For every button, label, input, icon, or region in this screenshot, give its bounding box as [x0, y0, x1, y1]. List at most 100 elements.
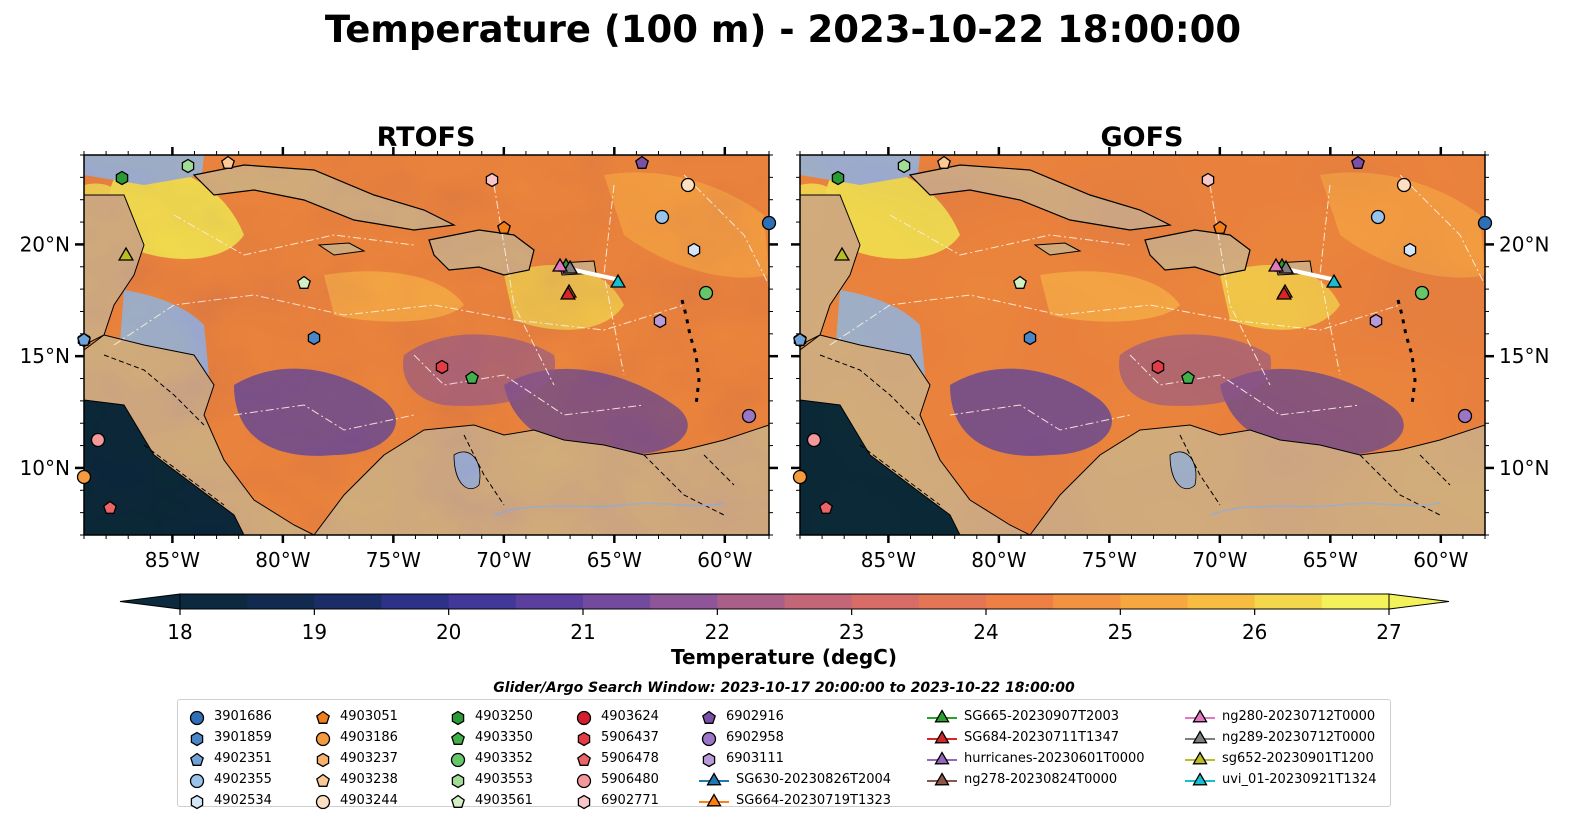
colorbar-segment: [1053, 594, 1121, 609]
legend-marker: [702, 710, 716, 724]
legend-entry: hurricanes-20230601T0000: [926, 748, 1145, 769]
legend-marker-icon: [316, 710, 330, 724]
colorbar-segment: [650, 594, 718, 609]
colorbar-segment: [986, 594, 1054, 609]
colorbar-segment: [314, 594, 382, 609]
x-tick-label: 70°W: [1192, 548, 1247, 572]
y-tick-label: 15°N: [20, 344, 70, 368]
argo-float-marker: [741, 408, 757, 424]
colorbar-segment: [1254, 594, 1323, 609]
colorbar-segment: [583, 594, 651, 609]
legend-label: SG665-20230907T2003: [964, 709, 1120, 724]
legend-label: sg652-20230901T1200: [1222, 751, 1374, 766]
legend-entry: 4903250: [447, 706, 533, 727]
legend-marker-icon: [702, 710, 716, 724]
colorbar-tick-label: 24: [973, 620, 998, 644]
x-tick-label: 60°W: [1413, 548, 1468, 572]
colorbar-segment: [1321, 594, 1390, 609]
legend-marker: [1192, 771, 1208, 785]
argo-float-marker: [485, 172, 499, 188]
glider-marker: [551, 257, 569, 272]
legend-marker: [451, 794, 465, 808]
colorbar-segment: [784, 594, 853, 609]
legend-marker-icon: [451, 773, 465, 788]
colorbar: 18 19 20 21 22 23 24 25 26 27: [119, 593, 1450, 644]
legend-entry: 4902355: [186, 769, 272, 790]
legend-marker: [315, 794, 331, 809]
legend-entry: ng289-20230712T0000: [1184, 727, 1376, 748]
panel-title-left: RTOFS: [377, 122, 476, 153]
argo-float-marker: [1013, 275, 1027, 289]
legend-marker-icon: [576, 710, 592, 725]
argo-float-marker: [819, 500, 833, 514]
legend-entry: 6902916: [698, 706, 891, 727]
argo-float-marker: [897, 158, 911, 174]
y-tick-label: 20°N: [1499, 232, 1549, 256]
colorbar-tick-label: 19: [302, 620, 327, 644]
legend-marker-icon: [1185, 708, 1215, 722]
x-tick-label: 80°W: [971, 548, 1026, 572]
colorbar-tick-label: 22: [705, 620, 730, 644]
x-tick-label: 75°W: [366, 548, 421, 572]
legend-label: 6902771: [601, 793, 659, 808]
legend-label: 6902916: [726, 709, 784, 724]
legend-marker: [1192, 750, 1208, 764]
legend-label: 4903624: [601, 709, 659, 724]
legend-entry: SG630-20230826T2004: [698, 769, 891, 790]
glider-marker: [1275, 285, 1293, 300]
y-tick-label: 15°N: [1499, 344, 1549, 368]
argo-float-marker: [1181, 370, 1195, 384]
legend-marker-icon: [577, 794, 591, 809]
legend-column: 3901686 3901859 4902351 4902355 4902534: [186, 706, 272, 811]
legend-label: 4902355: [214, 772, 272, 787]
argo-float-marker: [1023, 330, 1037, 346]
legend-marker-icon: [577, 731, 591, 746]
legend-marker-icon: [577, 752, 591, 766]
legend-entry: 4902534: [186, 790, 272, 811]
argo-float-marker: [221, 155, 235, 169]
legend-marker-icon: [1185, 771, 1215, 785]
legend-marker-icon: [189, 773, 205, 788]
glider-marker: [117, 246, 135, 261]
x-tick-label: 85°W: [145, 548, 200, 572]
legend-marker: [934, 750, 950, 764]
argo-float-marker: [1213, 220, 1227, 234]
colorbar-tick-label: 21: [570, 620, 595, 644]
argo-float-marker: [1457, 408, 1473, 424]
glider-marker: [609, 273, 627, 288]
colorbar-segment: [381, 594, 450, 609]
legend-marker: [706, 771, 722, 785]
argo-float-marker: [937, 155, 951, 169]
argo-float-marker: [297, 275, 311, 289]
legend-marker-icon: [451, 794, 465, 808]
legend-entry: 4903350: [447, 727, 533, 748]
argo-float-marker: [1414, 285, 1430, 301]
colorbar-tick-label: 18: [167, 620, 192, 644]
legend-marker: [189, 710, 205, 725]
glider-marker: [1325, 273, 1343, 288]
argo-float-marker: [761, 215, 777, 231]
legend-label: ng289-20230712T0000: [1222, 730, 1376, 745]
legend-marker: [190, 731, 204, 746]
argo-float-marker: [680, 177, 696, 193]
legend-label: uvi_01-20230921T1324: [1222, 772, 1377, 787]
legend-entry: 3901686: [186, 706, 272, 727]
legend-marker-icon: [699, 792, 729, 806]
legend-entry: ng278-20230824T0000: [926, 769, 1145, 790]
legend-entry: uvi_01-20230921T1324: [1184, 769, 1376, 790]
legend-marker: [576, 773, 592, 788]
argo-float-marker: [1370, 209, 1386, 225]
x-tick-label: 60°W: [697, 548, 752, 572]
legend-column: 4903051 4903186 4903237 4903238 4903244: [312, 706, 398, 811]
x-tick-label: 65°W: [587, 548, 642, 572]
colorbar-extend-high: [1388, 593, 1450, 610]
colorbar-tick-label: 23: [839, 620, 864, 644]
x-tick-label: 75°W: [1082, 548, 1137, 572]
legend-marker-icon: [1185, 729, 1215, 743]
argo-float-marker: [687, 242, 701, 258]
legend-label: 5906478: [601, 751, 659, 766]
argo-float-marker: [181, 158, 195, 174]
legend-marker-icon: [576, 773, 592, 788]
colorbar-segment: [1120, 594, 1188, 609]
legend-marker: [190, 752, 204, 766]
